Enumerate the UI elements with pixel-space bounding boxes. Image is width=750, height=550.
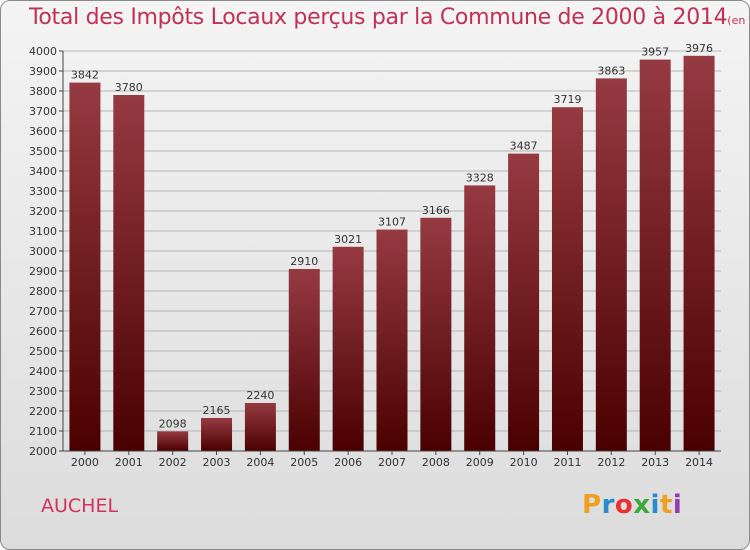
y-tick-label: 2400 [29,365,57,378]
bar-2002 [157,431,189,451]
y-tick-label: 3800 [29,85,57,98]
y-tick-label: 2100 [29,425,57,438]
data-label: 3487 [510,140,538,153]
x-tick-label: 2001 [115,456,143,469]
x-tick-label: 2011 [553,456,581,469]
data-label: 3719 [553,93,581,106]
y-tick-label: 3300 [29,185,57,198]
data-label: 2098 [159,417,187,430]
data-labels: 3842 3780 2098 2165 2240 2910 3021 3107 3166 3328… [71,42,713,431]
y-tick-label: 3000 [29,245,57,258]
x-tick-label: 2003 [203,456,231,469]
bar-2007 [376,229,408,451]
data-label: 3976 [685,42,713,55]
y-axis: 2000 2100 2200 2300 2400 2500 2600 2700 2800 2900… [29,45,64,458]
x-tick-label: 2002 [159,456,187,469]
x-tick-label: 2013 [641,456,669,469]
y-tick-label: 2800 [29,285,57,298]
data-label: 3780 [115,81,143,94]
logo-letter: o [614,490,634,520]
x-tick-label: 2007 [378,456,406,469]
logo-letter: i [672,490,683,520]
bar-2004 [244,403,276,451]
x-tick-label: 2006 [334,456,362,469]
data-label: 3166 [422,204,450,217]
y-tick-label: 3700 [29,105,57,118]
logo-letter: x [633,490,651,520]
y-tick-label: 3200 [29,205,57,218]
logo-letter: P [582,490,602,520]
y-tick-label: 3500 [29,145,57,158]
y-tick-label: 3900 [29,65,57,78]
y-tick-label: 2500 [29,345,57,358]
logo-letter: i [650,490,660,520]
data-label: 3328 [466,171,494,184]
bar-2003 [201,418,233,451]
y-tick-label: 3600 [29,125,57,138]
bars [69,55,715,452]
bar-2013 [639,59,671,451]
x-tick-label: 2009 [466,456,494,469]
data-label: 3957 [641,46,669,59]
y-tick-label: 2200 [29,405,57,418]
bar-2014 [683,55,715,452]
bar-2011 [551,107,583,451]
x-tick-label: 2014 [685,456,713,469]
x-axis: 2000 2001 2002 2003 2004 2005 2006 2007 2008 2009… [63,450,721,469]
y-tick-label: 3400 [29,165,57,178]
y-tick-label: 3100 [29,225,57,238]
y-tick-label: 2700 [29,305,57,318]
commune-name: AUCHEL [41,495,119,517]
bar-2000 [69,82,101,451]
x-tick-label: 2012 [597,456,625,469]
chart-title-unit: (en milliers d'€) [727,14,749,27]
bar-2006 [332,246,364,451]
y-tick-label: 2600 [29,325,57,338]
data-label: 2910 [290,255,318,268]
data-label: 3863 [597,64,625,77]
chart-title-text: Total des Impôts Locaux perçus par la Co… [29,5,728,30]
logo-letter: t [659,490,673,520]
bar-2001 [113,95,145,451]
data-label: 3842 [71,69,99,82]
y-tick-label: 2000 [29,445,57,458]
data-label: 2240 [246,389,274,402]
bar-2012 [595,78,627,452]
data-label: 2165 [203,404,231,417]
y-tick-label: 2900 [29,265,57,278]
x-tick-label: 2004 [246,456,274,469]
y-tick-label: 2300 [29,385,57,398]
x-tick-label: 2000 [71,456,99,469]
bar-2008 [420,217,452,451]
proxiti-logo[interactable]: Proxiti [582,490,682,520]
data-label: 3107 [378,216,406,229]
x-tick-label: 2008 [422,456,450,469]
data-label: 3021 [334,233,362,246]
x-tick-label: 2010 [510,456,538,469]
y-tick-label: 4000 [29,45,57,58]
x-tick-label: 2005 [290,456,318,469]
bar-2009 [464,185,496,451]
bar-2005 [288,269,320,451]
bar-2010 [508,153,540,451]
logo-letter: r [601,490,615,520]
chart-title: Total des Impôts Locaux perçus par la Co… [29,5,749,30]
